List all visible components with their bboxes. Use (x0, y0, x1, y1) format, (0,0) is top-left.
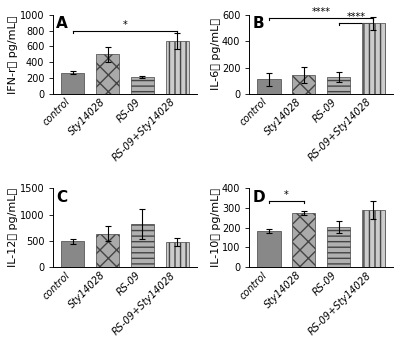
Y-axis label: IL-10（ pg/mL）: IL-10（ pg/mL） (211, 188, 221, 267)
Text: A: A (56, 17, 68, 31)
Bar (61, 72, 85, 94)
Bar (327, 227, 350, 267)
Text: D: D (252, 190, 265, 205)
Text: B: B (252, 17, 264, 31)
Bar (166, 41, 189, 94)
Bar (166, 242, 189, 267)
Bar (292, 75, 316, 94)
Bar (362, 210, 385, 267)
Text: *: * (123, 20, 128, 30)
Bar (257, 79, 281, 94)
Bar (257, 231, 281, 267)
Text: C: C (56, 190, 67, 205)
Bar (96, 55, 119, 94)
Text: ****: **** (346, 12, 365, 22)
Bar (96, 234, 119, 267)
Bar (292, 213, 316, 267)
Y-axis label: IFN-r（ pg/mL）: IFN-r（ pg/mL） (8, 15, 18, 93)
Y-axis label: IL-12（ pg/mL）: IL-12（ pg/mL） (8, 188, 18, 267)
Bar (131, 224, 154, 267)
Text: ****: **** (312, 7, 330, 17)
Y-axis label: IL-6（ pg/mL）: IL-6（ pg/mL） (211, 18, 221, 90)
Bar (362, 23, 385, 94)
Bar (131, 77, 154, 94)
Bar (327, 77, 350, 94)
Text: *: * (284, 190, 288, 200)
Bar (61, 241, 85, 267)
